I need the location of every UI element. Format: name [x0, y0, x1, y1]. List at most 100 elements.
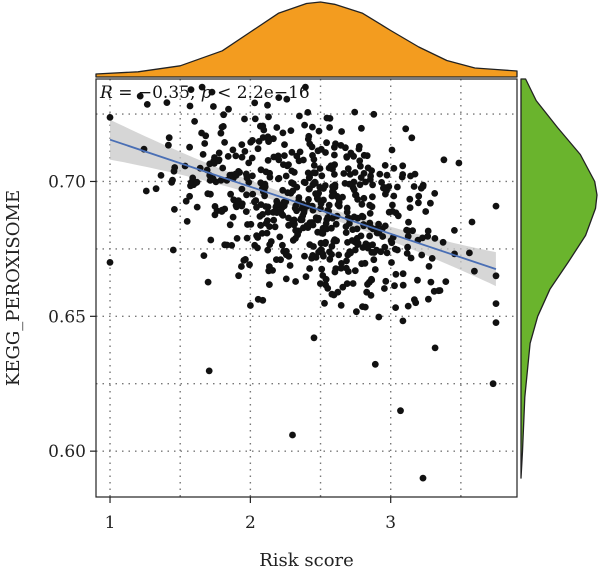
data-point — [424, 232, 432, 240]
data-point — [286, 262, 294, 269]
data-point — [279, 129, 287, 137]
data-point — [314, 195, 322, 203]
data-point — [419, 474, 427, 482]
data-point — [349, 280, 357, 287]
data-point — [254, 234, 262, 241]
data-point — [350, 186, 358, 194]
data-point — [305, 196, 312, 203]
data-point — [492, 272, 500, 280]
data-point — [489, 380, 497, 388]
data-point — [193, 178, 201, 186]
data-point — [492, 300, 500, 307]
data-point — [322, 281, 329, 289]
data-point — [282, 275, 290, 283]
data-point — [226, 171, 234, 179]
data-point — [283, 95, 291, 103]
data-point — [402, 125, 410, 133]
data-point — [425, 263, 433, 270]
data-point — [257, 166, 265, 174]
data-point — [322, 149, 329, 156]
data-point — [431, 235, 439, 242]
data-point — [390, 164, 398, 172]
data-point — [271, 223, 279, 231]
data-point — [382, 277, 390, 285]
data-point — [235, 272, 243, 280]
data-point — [289, 180, 297, 188]
data-point — [326, 124, 333, 131]
data-point — [322, 220, 330, 227]
data-point — [389, 201, 396, 209]
data-point — [366, 201, 374, 209]
data-point — [285, 221, 292, 229]
data-point — [321, 299, 328, 307]
data-point — [394, 212, 402, 220]
data-point — [259, 122, 267, 130]
data-point — [343, 257, 350, 265]
data-point — [383, 249, 391, 257]
data-point — [243, 191, 250, 199]
data-point — [316, 165, 324, 172]
data-point — [338, 260, 345, 267]
data-points — [106, 83, 500, 482]
data-point — [338, 128, 345, 135]
data-point — [427, 278, 435, 286]
data-point — [274, 175, 282, 183]
data-point — [296, 148, 304, 156]
data-point — [466, 249, 473, 257]
data-point — [370, 256, 378, 264]
data-point — [389, 208, 396, 215]
data-point — [251, 99, 259, 107]
data-point — [288, 148, 296, 156]
data-point — [381, 243, 389, 251]
data-point — [170, 167, 178, 175]
data-point — [328, 192, 336, 200]
data-point — [333, 192, 341, 200]
data-point — [264, 208, 272, 216]
data-point — [223, 241, 231, 249]
data-point — [220, 111, 228, 119]
data-point — [208, 88, 216, 96]
data-point — [407, 172, 414, 180]
data-point — [229, 213, 237, 221]
data-point — [334, 288, 342, 296]
data-point — [233, 235, 241, 242]
data-point — [204, 278, 212, 286]
data-point — [247, 220, 255, 228]
right-density-plot — [520, 78, 598, 479]
data-point — [364, 164, 372, 172]
data-point — [358, 212, 366, 220]
data-point — [258, 230, 266, 237]
top-density-plot — [95, 1, 518, 78]
data-point — [200, 252, 208, 259]
data-point — [261, 183, 269, 191]
data-point — [442, 278, 450, 285]
data-point — [332, 140, 339, 148]
data-point — [326, 255, 334, 263]
data-point — [217, 176, 225, 184]
data-point — [354, 239, 362, 247]
data-point — [455, 159, 463, 167]
data-point — [273, 124, 281, 131]
data-point — [287, 127, 295, 134]
data-point — [350, 152, 357, 160]
data-point — [320, 185, 327, 192]
data-point — [381, 162, 389, 169]
data-point — [366, 219, 374, 227]
data-point — [301, 121, 308, 129]
data-point — [247, 302, 254, 309]
data-point — [305, 174, 313, 182]
data-point — [383, 171, 391, 179]
data-point — [397, 407, 404, 415]
data-point — [381, 285, 388, 292]
data-point — [391, 245, 399, 253]
data-point — [468, 218, 476, 226]
data-point — [191, 118, 199, 125]
data-point — [292, 227, 299, 234]
data-point — [415, 192, 423, 200]
data-point — [312, 190, 319, 198]
data-point — [279, 241, 286, 249]
data-point — [315, 127, 323, 135]
data-point — [388, 259, 395, 266]
data-point — [232, 152, 240, 160]
data-point — [342, 264, 350, 272]
